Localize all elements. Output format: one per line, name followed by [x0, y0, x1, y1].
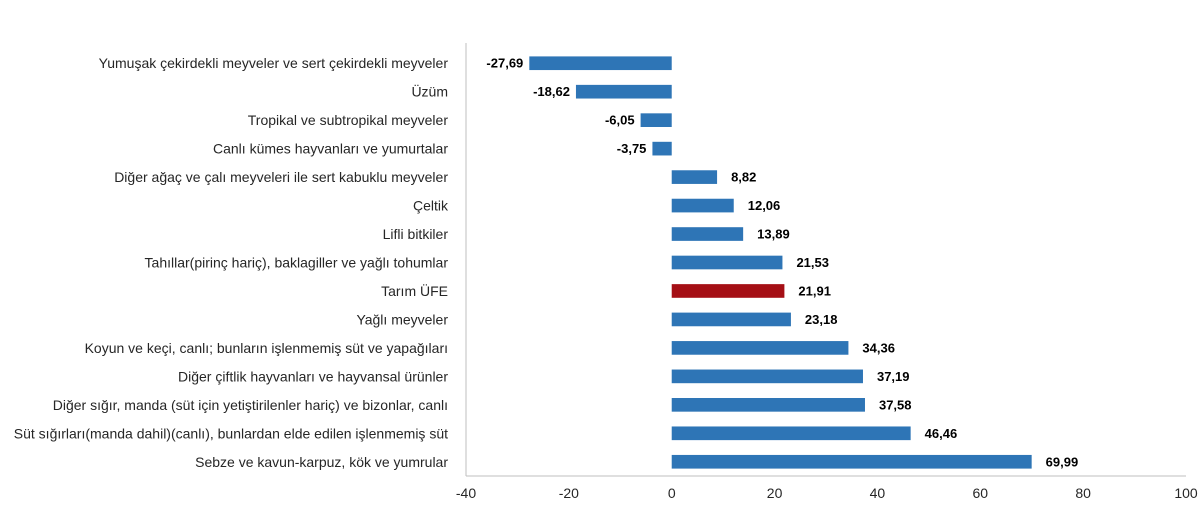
category-label-5: Çeltik	[413, 198, 449, 214]
value-label-7: 21,53	[796, 255, 829, 270]
bar-8	[671, 284, 785, 298]
category-label-7: Tahıllar(pirinç hariç), baklagiller ve y…	[145, 255, 449, 271]
bar-0	[529, 56, 672, 71]
value-label-6: 13,89	[757, 227, 790, 242]
value-label-14: 69,99	[1046, 454, 1079, 469]
bar-11	[671, 369, 863, 384]
x-tick-label-5: 60	[972, 485, 988, 501]
category-label-3: Canlı kümes hayvanları ve yumurtalar	[213, 141, 448, 157]
category-label-2: Tropikal ve subtropikal meyveler	[248, 112, 449, 128]
x-tick-label-0: -40	[456, 485, 476, 501]
bar-1	[575, 84, 672, 99]
value-label-1: -18,62	[533, 84, 570, 99]
category-label-11: Diğer çiftlik hayvanları ve hayvansal ür…	[178, 368, 448, 384]
category-label-6: Lifli bitkiler	[383, 226, 449, 242]
category-label-9: Yağlı meyveler	[356, 311, 448, 327]
bar-5	[671, 198, 734, 213]
category-label-1: Üzüm	[411, 83, 448, 100]
plot-frame	[465, 43, 1186, 477]
value-label-11: 37,19	[877, 369, 910, 384]
bar-14	[671, 454, 1032, 469]
value-label-2: -6,05	[605, 113, 635, 128]
value-label-12: 37,58	[879, 397, 912, 412]
x-tick-label-4: 40	[870, 485, 886, 501]
value-label-4: 8,82	[731, 170, 756, 185]
x-tick-label-6: 80	[1075, 485, 1091, 501]
category-label-4: Diğer ağaç ve çalı meyveleri ile sert ka…	[114, 169, 448, 185]
x-tick-label-2: 0	[668, 485, 676, 501]
bar-10	[671, 341, 849, 355]
bar-12	[671, 398, 865, 412]
bar-4	[671, 170, 718, 184]
x-axis: -40 -20 0 20 40 60 80 100	[456, 485, 1198, 501]
category-label-8: Tarım ÜFE	[381, 282, 448, 299]
value-label-10: 34,36	[862, 340, 895, 355]
bar-6	[671, 227, 744, 241]
value-labels-group: -27,69 -18,62 -6,05 -3,75 8,82 12,06 13,89 21,5…	[486, 56, 1078, 470]
bars-group	[529, 56, 1032, 469]
bar-9	[671, 312, 791, 327]
x-tick-label-3: 20	[767, 485, 783, 501]
bar-2	[640, 113, 672, 127]
category-label-14: Sebze ve kavun-karpuz, kök ve yumrular	[195, 454, 448, 470]
value-label-3: -3,75	[617, 141, 647, 156]
bar-3	[652, 141, 672, 156]
value-label-5: 12,06	[748, 198, 781, 213]
x-tick-label-7: 100	[1174, 485, 1198, 501]
bar-7	[671, 255, 783, 270]
value-label-0: -27,69	[486, 56, 523, 71]
value-label-9: 23,18	[805, 312, 838, 327]
category-label-12: Diğer sığır, manda (süt için yetiştirile…	[53, 397, 448, 413]
category-label-10: Koyun ve keçi, canlı; bunların işlenmemi…	[85, 340, 448, 356]
bar-13	[671, 426, 911, 441]
value-label-8: 21,91	[798, 283, 831, 298]
x-tick-label-1: -20	[559, 485, 579, 501]
category-label-13: Süt sığırları(manda dahil)(canlı), bunla…	[14, 425, 448, 441]
value-label-13: 46,46	[925, 426, 958, 441]
category-label-0: Yumuşak çekirdekli meyveler ve sert çeki…	[99, 55, 449, 71]
category-labels-group: Yumuşak çekirdekli meyveler ve sert çeki…	[14, 55, 449, 470]
